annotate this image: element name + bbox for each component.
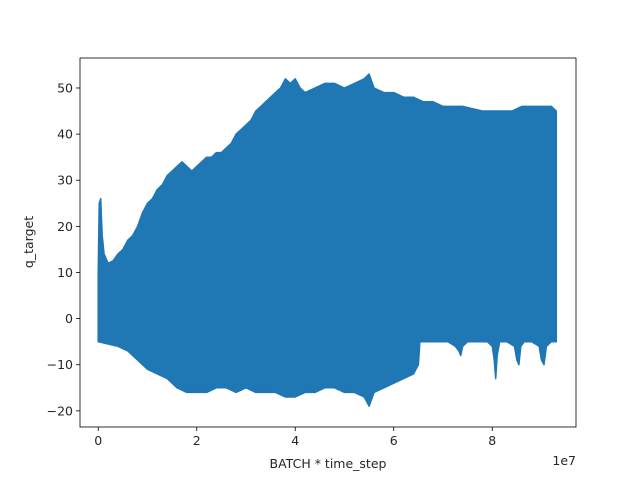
y-tick-label: −10 bbox=[47, 357, 73, 372]
y-tick-label: 10 bbox=[57, 265, 73, 280]
x-axis-label: BATCH * time_step bbox=[270, 456, 387, 471]
x-axis-offset-label: 1e7 bbox=[552, 453, 576, 468]
plot-area bbox=[97, 73, 558, 407]
axes-frame bbox=[79, 57, 577, 428]
y-tick-label: 30 bbox=[57, 173, 73, 188]
x-tick-label: 4 bbox=[291, 433, 299, 448]
y-axis-label: q_target bbox=[21, 216, 36, 268]
series-0-band bbox=[97, 73, 558, 407]
x-axis: 0 2 4 6 8 bbox=[94, 427, 496, 448]
y-tick-label: 0 bbox=[65, 311, 73, 326]
x-tick-label: 2 bbox=[193, 433, 201, 448]
x-tick-label: 8 bbox=[488, 433, 496, 448]
y-tick-label: 40 bbox=[57, 127, 73, 142]
y-axis: −20 −10 0 10 20 30 40 50 bbox=[47, 80, 80, 418]
y-tick-label: 50 bbox=[57, 80, 73, 95]
x-tick-label: 6 bbox=[390, 433, 398, 448]
y-tick-label: −20 bbox=[47, 403, 73, 418]
x-tick-label: 0 bbox=[94, 433, 102, 448]
y-tick-label: 20 bbox=[57, 219, 73, 234]
